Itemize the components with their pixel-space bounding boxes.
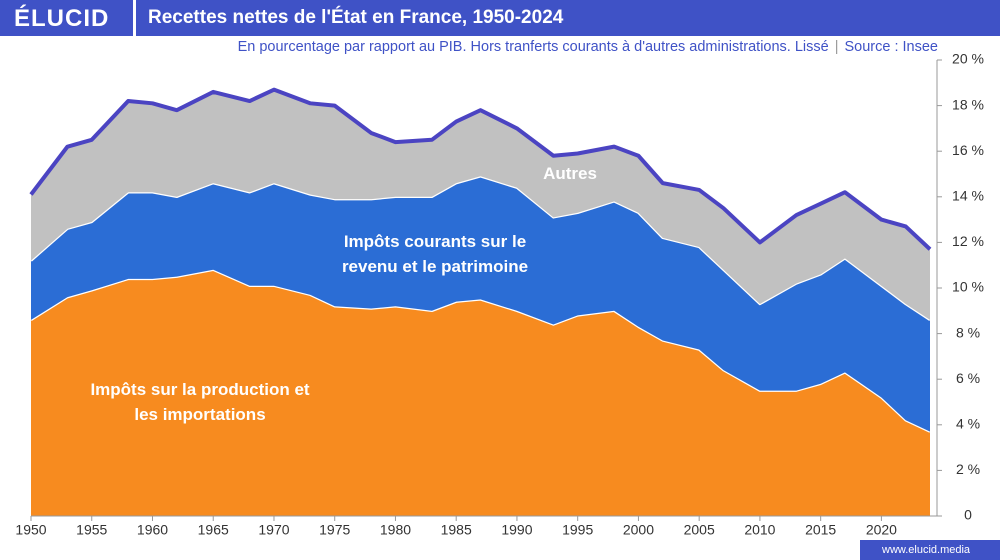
x-tick-label: 1960 bbox=[137, 522, 168, 538]
y-tick-label: 10 % bbox=[952, 279, 984, 295]
area bbox=[31, 89, 930, 320]
y-tick-label: 4 % bbox=[956, 416, 980, 432]
x-tick-label: 1980 bbox=[380, 522, 411, 538]
header-bar: ÉLUCID Recettes nettes de l'État en Fran… bbox=[0, 0, 1000, 36]
subtitle-line: En pourcentage par rapport au PIB. Hors … bbox=[238, 39, 938, 55]
source: Source : Insee bbox=[844, 39, 939, 55]
total-line bbox=[29, 87, 932, 251]
x-tick-label: 2010 bbox=[744, 522, 775, 538]
x-tick-label: 1995 bbox=[562, 522, 593, 538]
footer: www.elucid.media bbox=[860, 540, 1000, 560]
y-tick-label: 14 % bbox=[952, 188, 984, 204]
x-tick-label: 2015 bbox=[805, 522, 836, 538]
x-tick-label: 1985 bbox=[441, 522, 472, 538]
x-tick-label: 1955 bbox=[76, 522, 107, 538]
separator: | bbox=[834, 39, 839, 55]
y-tick-label: 12 % bbox=[952, 233, 984, 249]
subtitle: En pourcentage par rapport au PIB. Hors … bbox=[237, 39, 829, 55]
x-tick-label: 2020 bbox=[866, 522, 897, 538]
area bbox=[31, 176, 930, 432]
x-tick-label: 2000 bbox=[623, 522, 654, 538]
chart-title: Recettes nettes de l'État en France, 195… bbox=[148, 7, 564, 28]
x-tick-label: 1965 bbox=[198, 522, 229, 538]
x-tick-label: 1970 bbox=[258, 522, 289, 538]
y-tick-label: 18 % bbox=[952, 96, 984, 112]
x-tick-label: 1975 bbox=[319, 522, 350, 538]
series-label: Autres bbox=[543, 164, 597, 183]
y-tick-label: 20 % bbox=[952, 51, 984, 67]
y-tick-label: 6 % bbox=[956, 370, 980, 386]
y-tick-label: 0 bbox=[964, 507, 972, 523]
separator bbox=[133, 0, 136, 36]
series-label: Impôts courants sur le revenu et le patr… bbox=[341, 232, 529, 276]
x-tick-label: 2005 bbox=[684, 522, 715, 538]
x-tick-label: 1950 bbox=[15, 522, 46, 538]
area bbox=[31, 269, 930, 516]
y-tick-label: 8 % bbox=[956, 324, 980, 340]
y-tick-label: 16 % bbox=[952, 142, 984, 158]
logo: ÉLUCID bbox=[14, 5, 110, 32]
series-label: Impôts sur la production et les importat… bbox=[90, 380, 310, 424]
y-tick-label: 2 % bbox=[956, 461, 980, 477]
x-tick-label: 1990 bbox=[501, 522, 532, 538]
